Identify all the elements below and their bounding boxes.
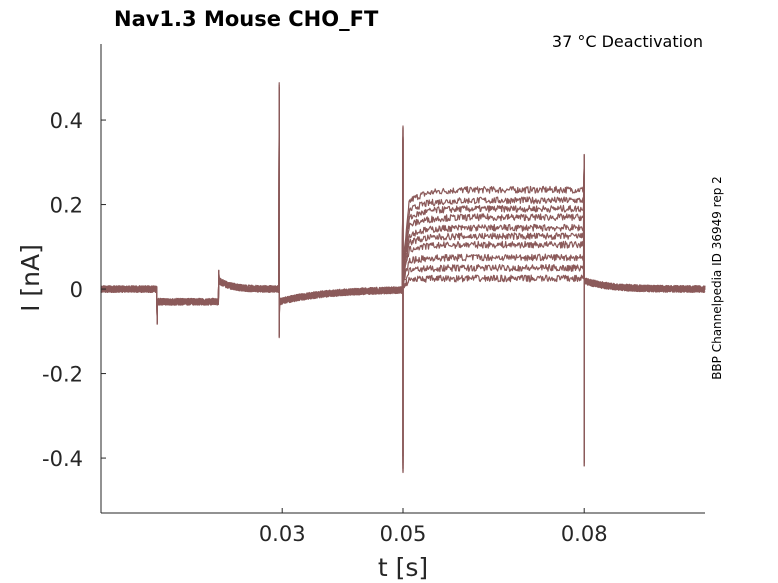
sweep-trace (100, 97, 706, 466)
x-tick-label: 0.05 (380, 522, 427, 546)
x-tick-label: 0.08 (561, 522, 608, 546)
y-tick-label: -0.2 (42, 363, 83, 387)
chart-title: Nav1.3 Mouse CHO_FT (114, 7, 379, 31)
side-label: BBP Channelpedia ID 36949 rep 2 (710, 176, 724, 380)
y-ticks: 0.4 0.2 0 -0.2 -0.4 (42, 109, 106, 471)
y-axis-label: I [nA] (16, 244, 45, 312)
y-tick-label: 0.2 (50, 194, 83, 218)
y-tick-label: 0 (70, 278, 83, 302)
x-ticks: 0.03 0.05 0.08 (259, 508, 608, 546)
traces (100, 82, 706, 474)
y-tick-label: 0.4 (50, 109, 83, 133)
x-axis-label: t [s] (378, 553, 428, 582)
chart-annotation: 37 °C Deactivation (552, 32, 703, 51)
y-tick-label: -0.4 (42, 447, 83, 471)
x-tick-label: 0.03 (259, 522, 306, 546)
